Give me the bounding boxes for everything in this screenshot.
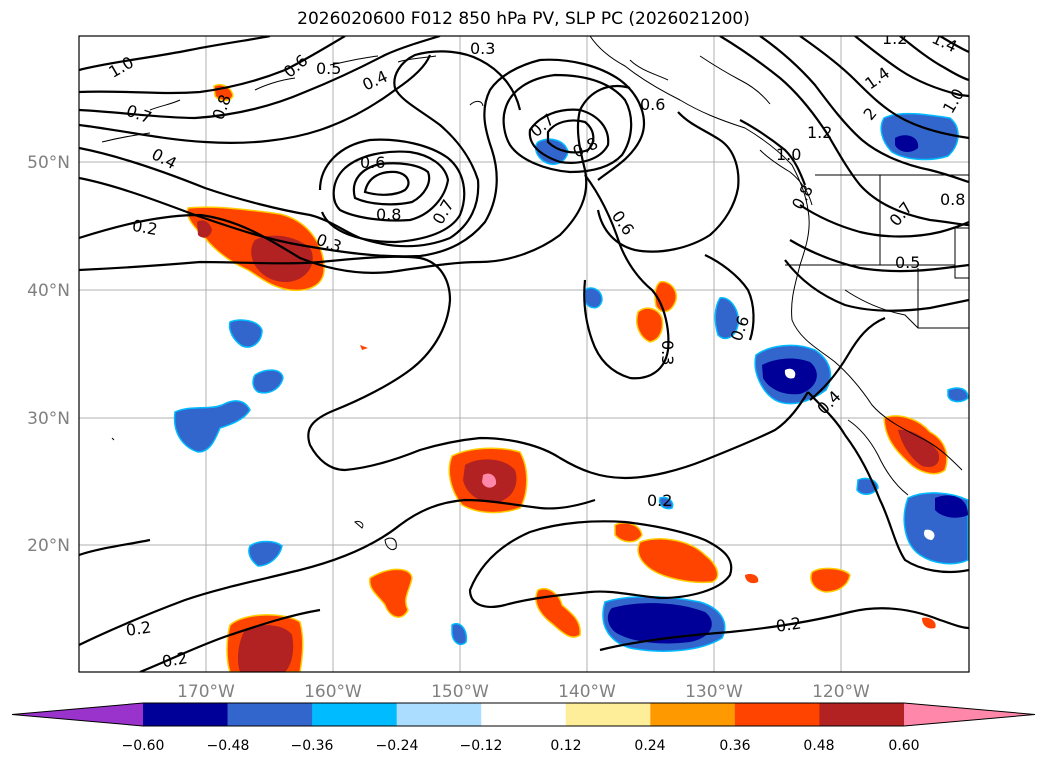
colorbar-tick-label: −0.12 [460,738,503,754]
colorbar-tick-label: −0.24 [376,738,419,754]
colorbar-segment [650,703,736,726]
colorbar-tick-label: −0.36 [291,738,334,754]
colorbar-extend-low [12,703,143,726]
contour-label: 0.5 [895,253,920,272]
contour-label: 0.3 [658,340,677,365]
pv-contours [79,36,969,672]
colorbar [11,702,1036,727]
lat-label: 20°N [27,536,70,556]
lat-label: 50°N [27,153,70,173]
lon-label: 120°W [812,682,870,702]
contour-label: 0.8 [376,205,401,224]
colorbar-segment [396,703,482,726]
lon-label: 170°W [177,682,235,702]
colorbar-segment [143,703,229,726]
contour-label: 1.2 [882,29,907,48]
contour-label: 0.8 [940,190,965,209]
colorbar-tick-label: −0.60 [122,738,165,754]
colorbar-labels: −0.60 −0.48 −0.36 −0.24 −0.12 0.12 0.24 … [122,738,920,754]
map-border [78,35,970,673]
colorbar-segment [734,703,820,726]
latitude-labels: 50°N 40°N 30°N 20°N [27,153,70,556]
colorbar-tick-label: 0.60 [888,738,919,754]
contour-label: 0.6 [360,153,385,172]
lon-label: 130°W [685,682,743,702]
contour-label: 0.6 [640,95,665,114]
longitude-labels: 170°W 160°W 150°W 140°W 130°W 120°W [177,682,870,702]
contour-label: 0.2 [775,614,803,636]
colorbar-tick-label: 0.24 [634,738,665,754]
colorbar-tick-label: 0.12 [550,738,581,754]
lon-label: 160°W [304,682,362,702]
contour-label: 0.2 [131,216,159,239]
colorbar-segment [565,703,651,726]
pv-positive-areas [186,84,948,672]
colorbar-segment [819,703,905,726]
colorbar-segment [227,703,313,726]
contour-label: 0.2 [647,491,672,510]
lon-label: 140°W [558,682,616,702]
contour-label: 0.3 [470,39,495,58]
colorbar-segment [481,703,567,726]
colorbar-segment [312,703,398,726]
contour-label: 1.0 [776,145,801,164]
contour-label: 0.2 [160,648,188,671]
colorbar-extend-high [904,703,1035,726]
lat-label: 40°N [27,281,70,301]
colorbar-tick-label: 0.48 [803,738,834,754]
lat-label: 30°N [27,409,70,429]
coastlines [101,36,969,551]
colorbar-tick-label: −0.48 [207,738,250,754]
colorbar-outline [11,702,1036,727]
lon-label: 150°W [431,682,489,702]
colorbar-tick-label: 0.36 [719,738,750,754]
contour-label: 0.2 [125,618,153,640]
contour-label: 1.2 [807,123,832,142]
contour-label: 0.5 [316,59,341,78]
map-title: 2026020600 F012 850 hPa PV, SLP PC (2026… [297,9,750,29]
